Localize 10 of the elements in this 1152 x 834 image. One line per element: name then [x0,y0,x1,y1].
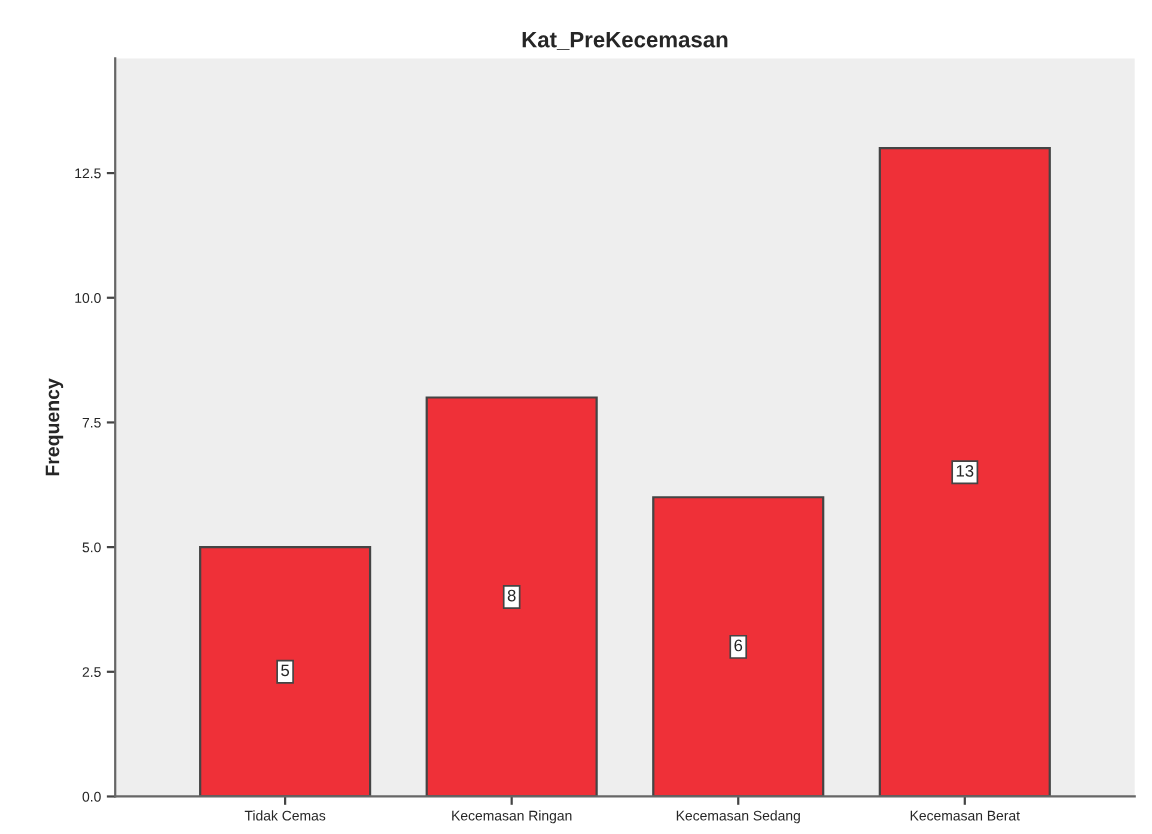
bar [652,496,825,797]
bar [878,147,1051,797]
bar [425,396,598,797]
data-label: 13 [956,464,974,477]
chart-title: Kat_PreKecemasan [522,31,728,50]
data-label: 6 [734,639,743,652]
data-label: 8 [507,589,516,602]
data-label: 5 [281,664,290,677]
bar [199,546,372,797]
y-axis-title: Frequency [45,378,64,476]
